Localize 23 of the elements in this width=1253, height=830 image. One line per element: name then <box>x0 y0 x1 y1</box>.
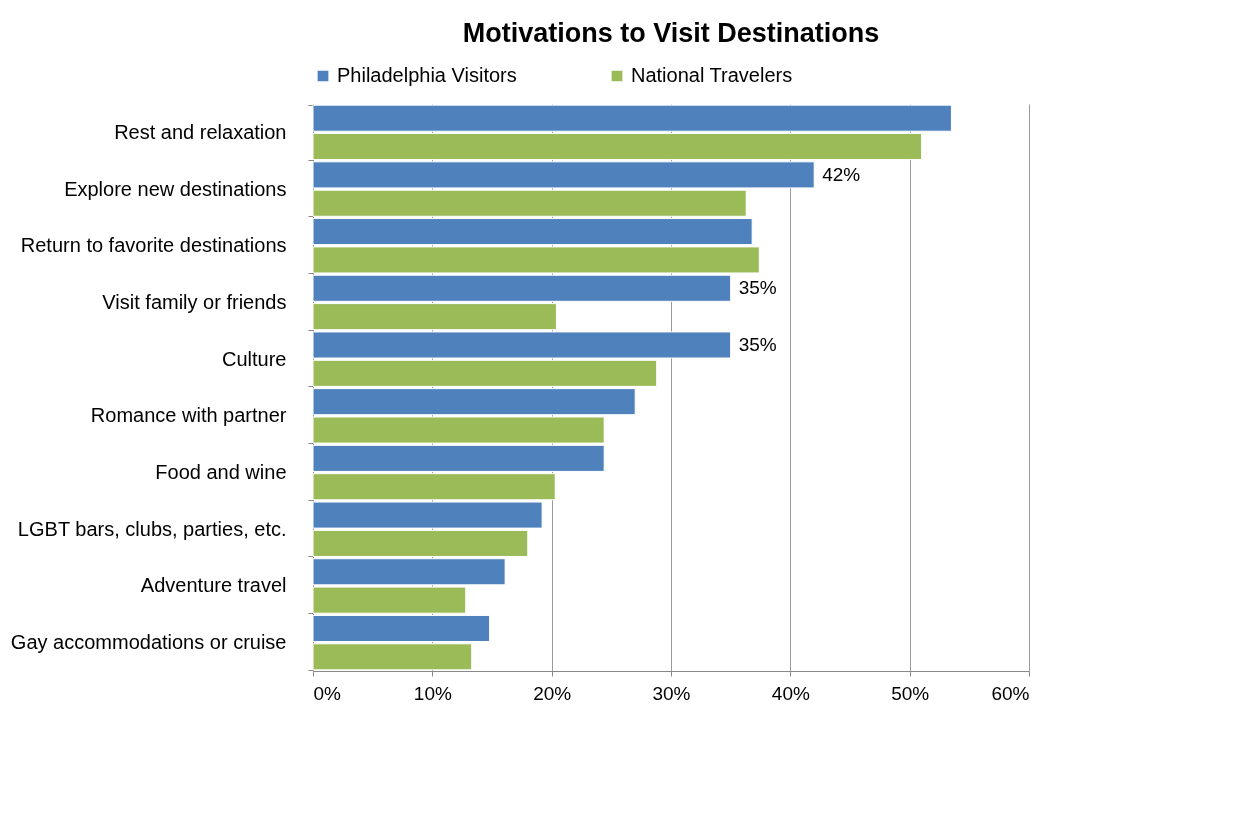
y-tick-label: Food and wine <box>155 461 287 484</box>
data-label: 42% <box>822 163 861 185</box>
y-tick-label: Adventure travel <box>140 574 287 597</box>
data-label: 35% <box>738 333 777 355</box>
x-tick-label: 20% <box>533 682 572 704</box>
y-tick-label: Gay accommodations or cruise <box>10 631 287 654</box>
y-tick-label: Return to favorite destinations <box>20 234 287 257</box>
x-tick-label: 0% <box>313 682 342 704</box>
y-tick-label: Rest and relaxation <box>114 120 287 143</box>
y-tick-label: Culture <box>222 347 287 370</box>
x-tick-label: 30% <box>652 682 691 704</box>
legend-label: Philadelphia Visitors <box>337 64 517 86</box>
y-tick-label: Explore new destinations <box>64 177 287 200</box>
x-tick-label: 60% <box>991 682 1030 704</box>
x-tick-label: 50% <box>891 682 930 704</box>
y-tick-label: LGBT bars, clubs, parties, etc. <box>17 517 287 540</box>
data-label: 35% <box>738 277 777 299</box>
y-tick-label: Visit family or friends <box>102 290 287 313</box>
x-tick-label: 40% <box>771 682 810 704</box>
x-tick-label: 10% <box>413 682 452 704</box>
legend-label: National Travelers <box>631 64 793 86</box>
y-tick-label: Romance with partner <box>90 404 287 427</box>
chart-title: Motivations to Visit Destinations <box>462 18 880 48</box>
